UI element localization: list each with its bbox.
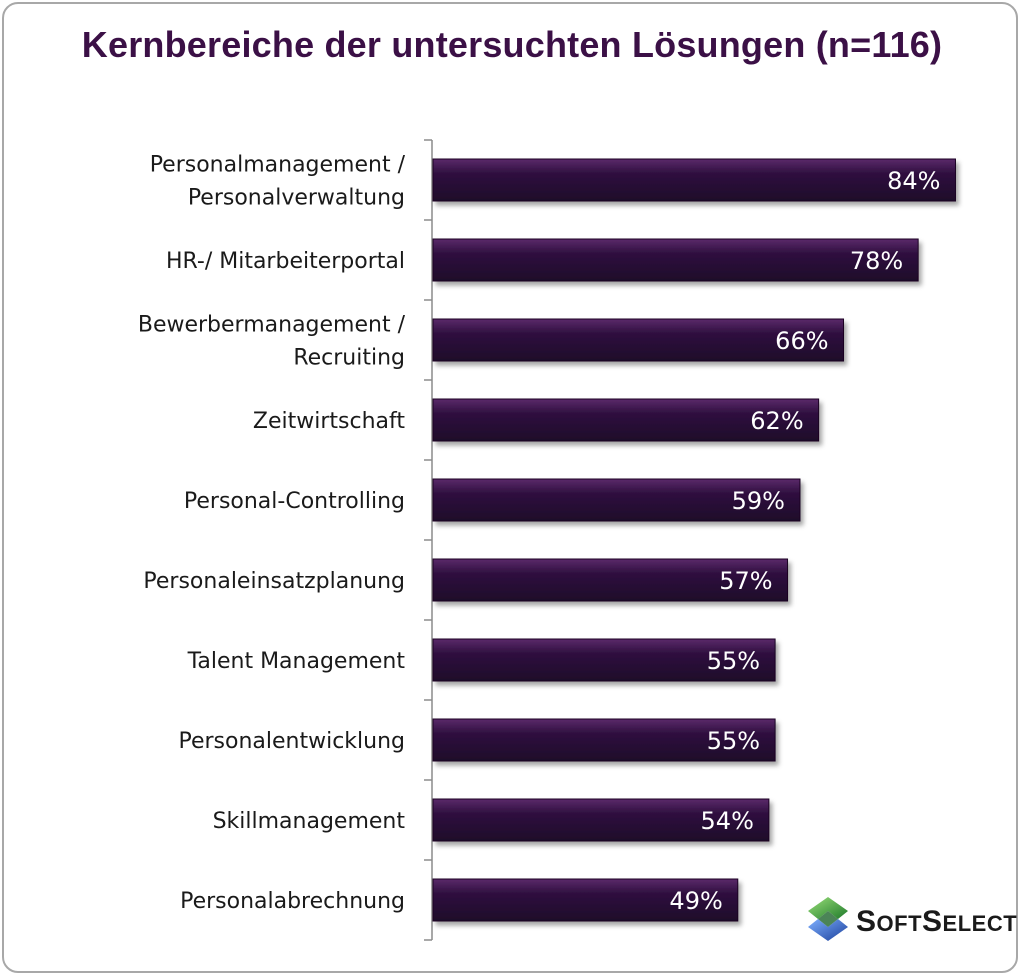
category-label-line: Personal-Controlling (184, 489, 405, 514)
category-label: Zeitwirtschaft (253, 409, 405, 434)
category-labels: Personalmanagement / Personalverwaltung HR… (138, 153, 406, 915)
category-label: Personal-Controlling (184, 489, 405, 514)
data-label: 55% (707, 647, 760, 675)
bar (432, 398, 820, 442)
category-axis (424, 139, 433, 941)
bar (432, 238, 919, 282)
bars (432, 158, 956, 922)
category-label: Personalentwicklung (178, 729, 405, 754)
bar (432, 798, 770, 842)
data-label: 66% (775, 327, 828, 355)
chart-title: Kernbereiche der untersuchten Lösungen (… (81, 24, 943, 65)
category-label: Personaleinsatzplanung (143, 569, 405, 594)
category-label: Personalmanagement / Personalverwaltung (150, 153, 406, 211)
category-label: Skillmanagement (213, 809, 406, 834)
category-label: Bewerbermanagement / Recruiting (138, 313, 406, 371)
bar (432, 558, 789, 602)
category-label-line: Zeitwirtschaft (253, 409, 405, 434)
category-label-line: Personalverwaltung (188, 186, 405, 211)
category-label-line: Skillmanagement (213, 809, 406, 834)
category-label: Personalabrechnung (180, 889, 405, 914)
data-label: 59% (732, 487, 785, 515)
bar (432, 878, 739, 922)
bar (432, 718, 776, 762)
data-label: 49% (669, 887, 722, 915)
category-label-line: Personalentwicklung (178, 729, 405, 754)
data-label: 84% (887, 167, 940, 195)
category-label-line: Personalabrechnung (180, 889, 405, 914)
data-label: 54% (701, 807, 754, 835)
category-label-line: Bewerbermanagement / (138, 313, 406, 338)
data-label: 57% (719, 567, 772, 595)
softselect-logo-icon (808, 897, 848, 941)
category-label-line: Talent Management (187, 649, 406, 674)
softselect-wordmark: SOFTSELECT (856, 905, 1018, 938)
data-label: 62% (750, 407, 803, 435)
softselect-logo: SOFTSELECT (802, 893, 1017, 949)
bar (432, 478, 801, 522)
category-label-line: Personaleinsatzplanung (143, 569, 405, 594)
value-labels: 84% 78% 66% 62% 59% 57% 55% 55% 54% 49% (669, 167, 940, 915)
category-label: HR-/ Mitarbeiterportal (166, 249, 405, 274)
data-label: 78% (850, 247, 903, 275)
bar (432, 318, 845, 362)
bar (432, 158, 956, 202)
data-label: 55% (707, 727, 760, 755)
category-label: Talent Management (187, 649, 406, 674)
category-label-line: HR-/ Mitarbeiterportal (166, 249, 405, 274)
bar (432, 638, 776, 682)
category-label-line: Personalmanagement / (150, 153, 406, 178)
category-label-line: Recruiting (293, 346, 405, 371)
